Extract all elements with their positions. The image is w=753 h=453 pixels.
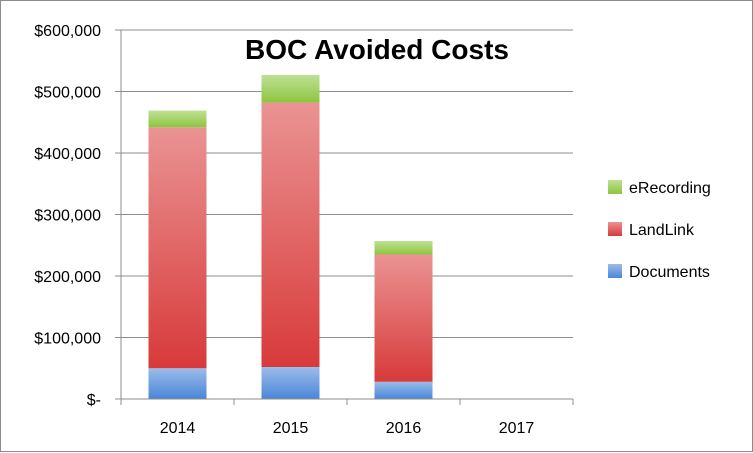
legend-swatch-documents <box>608 264 622 278</box>
y-tick-label: $300,000 <box>34 208 101 225</box>
x-tick-label: 2017 <box>499 420 535 437</box>
bar-erecording-2015 <box>261 74 320 103</box>
y-tick-label: $200,000 <box>34 269 101 286</box>
bar-erecording-2016 <box>374 240 433 255</box>
tick-labels: $- $100,000 $200,000 $300,000 $400,000 $500,0… <box>34 23 534 437</box>
legend-swatch-erecording <box>608 180 622 194</box>
legend-label-landlink: LandLink <box>629 222 695 239</box>
bar-erecording-2014 <box>148 110 207 128</box>
axes <box>120 30 574 405</box>
bars <box>148 74 433 399</box>
bar-documents-2016 <box>374 381 433 399</box>
x-tick-label: 2014 <box>160 420 196 437</box>
y-tick-label: $100,000 <box>34 331 101 348</box>
bar-landlink-2016 <box>374 254 433 382</box>
bar-documents-2015 <box>261 367 320 399</box>
chart-title: BOC Avoided Costs <box>245 34 509 65</box>
y-tick-label: $- <box>87 392 101 409</box>
bar-landlink-2015 <box>261 102 320 368</box>
y-tick-label: $500,000 <box>34 85 101 102</box>
legend-swatch-landlink <box>608 222 622 236</box>
legend-label-erecording: eRecording <box>629 180 711 197</box>
legend: eRecording LandLink Documents <box>608 180 711 281</box>
y-tick-label: $600,000 <box>34 23 101 40</box>
bar-documents-2014 <box>148 368 207 399</box>
bar-landlink-2014 <box>148 127 207 369</box>
legend-label-documents: Documents <box>629 264 710 281</box>
x-tick-label: 2015 <box>273 420 309 437</box>
x-tick-label: 2016 <box>386 420 422 437</box>
y-tick-label: $400,000 <box>34 146 101 163</box>
